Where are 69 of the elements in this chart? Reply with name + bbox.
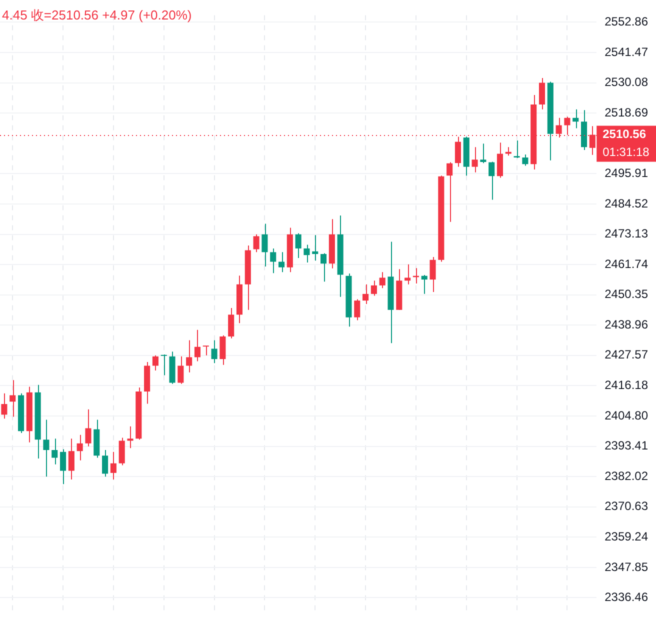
y-tick-label: 2450.35 bbox=[604, 287, 648, 302]
y-tick-label: 2552.86 bbox=[604, 14, 648, 29]
candlestick bbox=[421, 274, 428, 294]
candlestick bbox=[572, 108, 579, 129]
candlestick bbox=[178, 356, 184, 384]
candlestick bbox=[320, 252, 327, 282]
candlestick bbox=[211, 340, 218, 364]
annotation: 4.45 收=2510.56 +4.97 (+0.20%) bbox=[2, 8, 192, 23]
candlestick bbox=[43, 419, 50, 478]
y-tick-label: 2484.52 bbox=[604, 196, 648, 210]
candlestick bbox=[186, 340, 192, 373]
candlestick bbox=[262, 223, 268, 268]
y-tick-label: 2404.80 bbox=[604, 408, 648, 422]
candlestick bbox=[152, 354, 158, 372]
candlestick bbox=[480, 143, 486, 164]
candlestick bbox=[304, 244, 310, 264]
candlestick bbox=[118, 437, 125, 466]
candlestick bbox=[362, 284, 369, 305]
candlestick bbox=[60, 448, 66, 485]
candlestick bbox=[454, 136, 461, 168]
candlestick bbox=[446, 162, 453, 222]
ref-line-label: 2510.56 bbox=[602, 127, 646, 142]
y-tick-label: 2495.91 bbox=[604, 166, 648, 180]
candlestick bbox=[202, 346, 209, 356]
candlestick bbox=[68, 438, 74, 480]
y-tick-label: 2438.96 bbox=[604, 317, 648, 332]
candlestick bbox=[538, 77, 546, 110]
candlestick bbox=[52, 438, 58, 465]
candlestick bbox=[76, 434, 83, 461]
y-tick-label: 2473.13 bbox=[604, 226, 648, 241]
candlestick bbox=[379, 272, 386, 289]
candlestick bbox=[522, 154, 528, 166]
candlestick bbox=[102, 450, 108, 478]
y-tick-label: 2336.46 bbox=[604, 590, 648, 604]
candlestick bbox=[354, 298, 360, 321]
y-tick-label: 2382.02 bbox=[604, 468, 648, 483]
y-tick-label: 2427.57 bbox=[604, 348, 648, 362]
y-tick-label: 2347.85 bbox=[604, 560, 648, 574]
y-tick-label: 2518.69 bbox=[604, 105, 648, 120]
candlestick bbox=[160, 354, 167, 376]
candlestick bbox=[278, 252, 285, 273]
candlestick bbox=[312, 234, 318, 262]
candlestick bbox=[496, 142, 504, 178]
candlestick bbox=[430, 256, 436, 293]
candlestick bbox=[488, 161, 495, 200]
candlestick bbox=[228, 308, 234, 339]
candlestick bbox=[370, 280, 377, 296]
candlestick bbox=[564, 116, 570, 136]
y-tick-label: 2370.63 bbox=[604, 499, 648, 514]
candlestick bbox=[1, 392, 8, 420]
y-tick-label: 2416.18 bbox=[604, 378, 648, 392]
y-tick-label: 2393.41 bbox=[604, 438, 648, 453]
candlestick bbox=[270, 248, 276, 274]
candlestick bbox=[127, 426, 134, 449]
candlestick bbox=[253, 234, 260, 253]
candlestick bbox=[295, 232, 302, 259]
candlestick bbox=[472, 146, 478, 173]
candlestick bbox=[404, 264, 411, 285]
candlestick bbox=[110, 451, 116, 480]
y-tick-label: 2530.08 bbox=[604, 75, 648, 90]
candlestick bbox=[194, 329, 200, 362]
candlestick bbox=[220, 334, 226, 366]
y-tick-label: 2461.74 bbox=[604, 256, 648, 271]
candlestick bbox=[514, 140, 520, 159]
y-tick-label: 2359.24 bbox=[604, 529, 648, 544]
candlestick bbox=[85, 408, 92, 447]
text: 01:31:18 bbox=[602, 145, 650, 160]
candlestick bbox=[10, 380, 16, 418]
y-tick-label: 2541.47 bbox=[604, 44, 648, 59]
